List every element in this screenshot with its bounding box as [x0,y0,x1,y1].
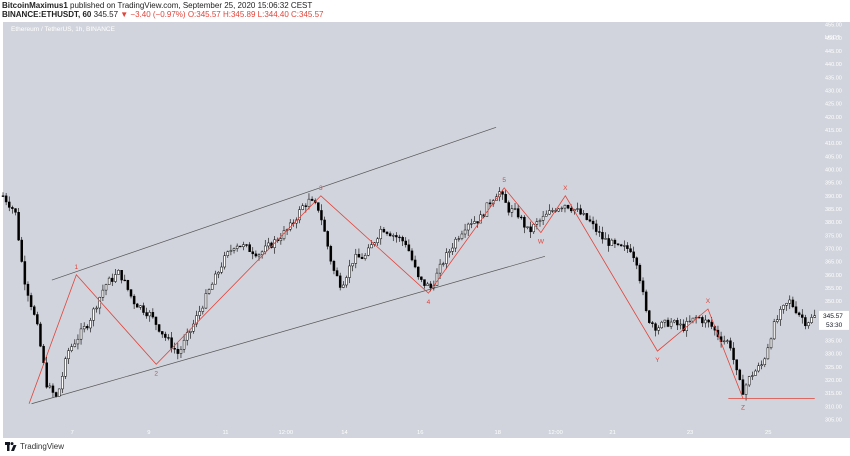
chart-title: Ethereum / TetherUS, 1h, BINANCE [11,26,115,33]
ohlc-values: O:345.57 H:345.89 L:344.40 C:345.57 [187,10,324,19]
chart-plot-area[interactable]: Ethereum / TetherUS, 1h, BINANCE [3,22,818,438]
tradingview-brand[interactable]: TradingView [20,442,65,451]
tradingview-logo-icon[interactable] [5,442,17,452]
published-text: published on TradingView.com, September … [70,1,313,10]
footer: TradingView [0,438,850,456]
symbol-name: BINANCE:ETHUSDT, 60 [2,10,92,19]
symbol-info: BINANCE:ETHUSDT, 60 345.57 ▼ −3.40 (−0.9… [2,10,323,19]
author-name[interactable]: BitcoinMaximus1 [2,1,68,10]
publish-header: BitcoinMaximus1 published on TradingView… [0,0,850,22]
price-axis[interactable] [818,22,850,438]
publish-info: BitcoinMaximus1 published on TradingView… [2,1,312,10]
last-price: 345.57 [93,10,119,19]
price-change: ▼ −3.40 (−0.97%) [120,10,186,19]
